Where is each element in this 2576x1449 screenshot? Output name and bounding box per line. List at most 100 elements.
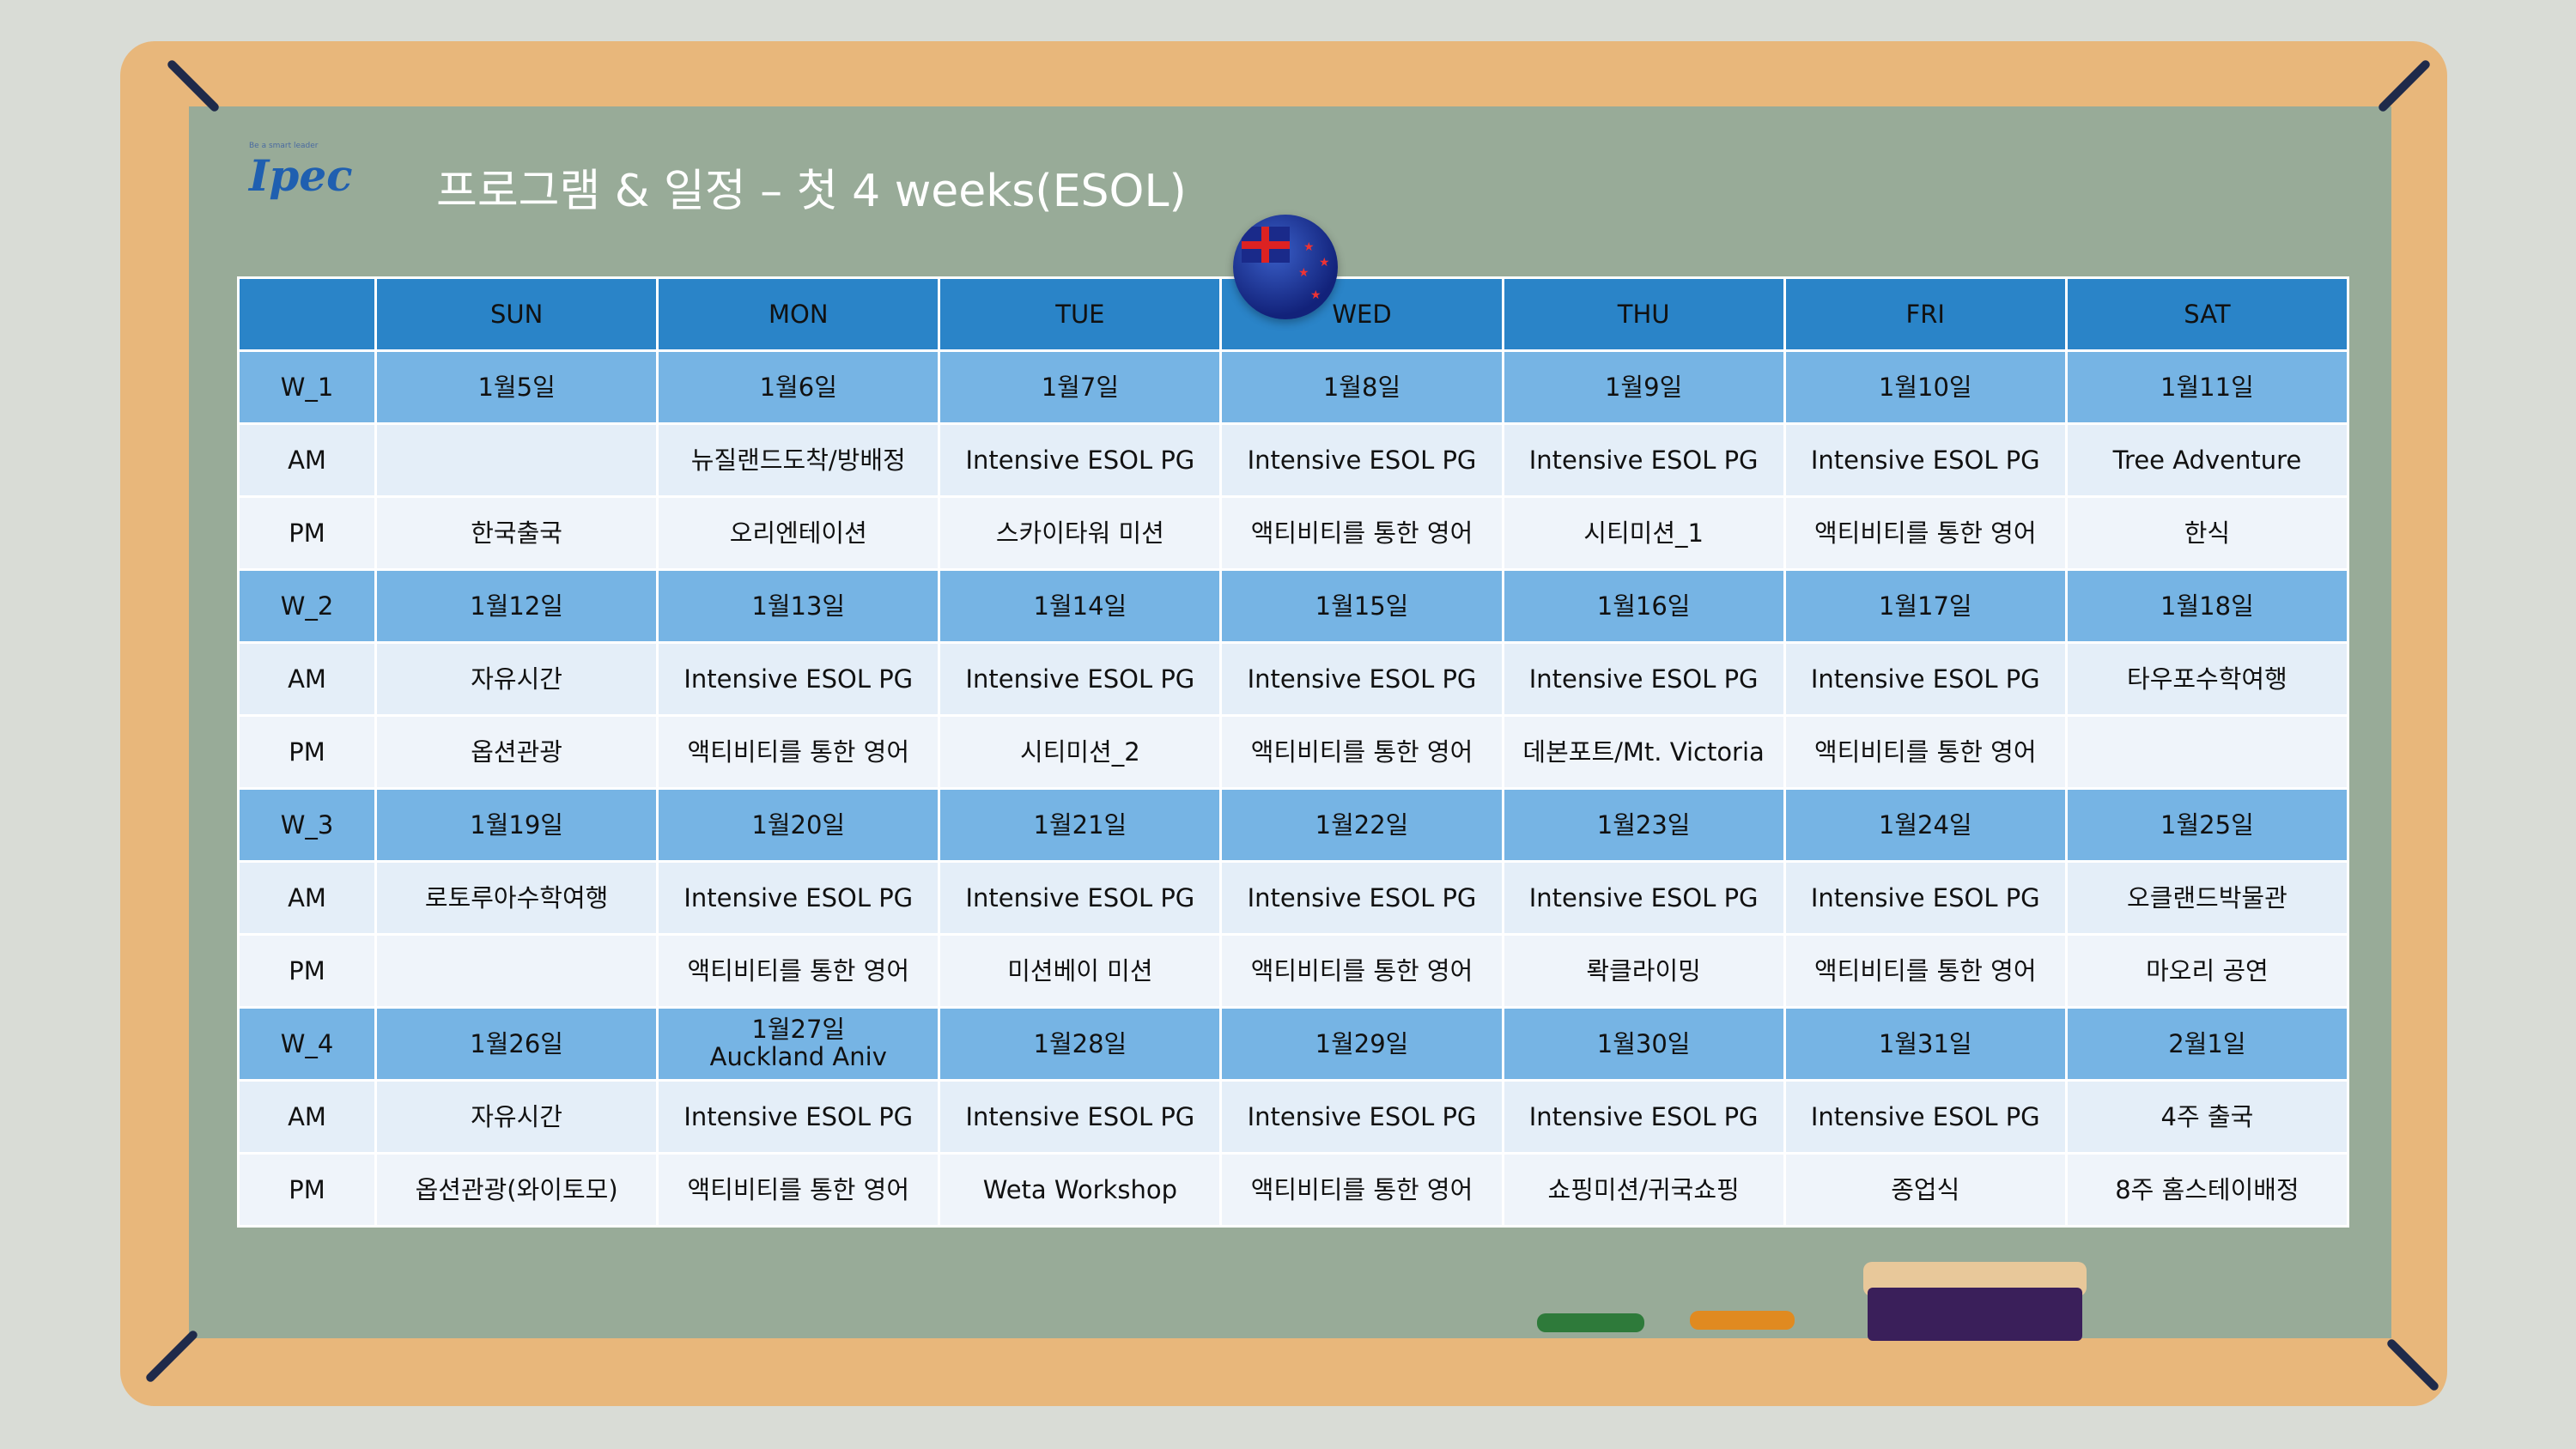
date-cell: 1월29일 [1219,1006,1504,1082]
date-cell: 1월17일 [1783,568,2068,644]
activity-cell: 뉴질랜드도착/방배정 [656,422,941,498]
activity-cell: Intensive ESOL PG [1501,422,1786,498]
activity-cell: Intensive ESOL PG [938,422,1223,498]
activity-cell: 4주 출국 [2064,1079,2350,1155]
am-row: AM 자유시간 Intensive ESOL PG Intensive ESOL PG… [236,641,2350,717]
am-label: AM [236,422,378,498]
header-cell: THU [1501,276,1786,352]
activity-cell: 로토루아수학여행 [374,860,659,936]
logo-tagline: Be a smart leader [249,142,319,150]
date-cell: 1월16일 [1501,568,1786,644]
activity-cell: 액티비티를 통한 영어 [1219,714,1504,790]
page-title: 프로그램 & 일정 – 첫 4 weeks(ESOL) [436,166,1187,217]
date-cell: 1월11일 [2064,349,2350,425]
pm-label: PM [236,495,378,571]
activity-cell: Intensive ESOL PG [656,641,941,717]
am-label: AM [236,1079,378,1155]
header-row: SUN MON TUE WED THU FRI SAT [236,276,2350,352]
pm-row: PM 옵션관광 액티비티를 통한 영어 시티미션_2 액티비티를 통한 영어 데본포트/M… [236,714,2350,790]
header-cell: TUE [938,276,1223,352]
activity-cell: Intensive ESOL PG [1783,641,2068,717]
pm-row: PM 한국출국 오리엔테이션 스카이타워 미션 액티비티를 통한 영어 시티미션_1 액티비… [236,495,2350,571]
schedule-table: SUN MON TUE WED THU FRI SAT W_1 1월5일 1월6일 1월7일 1월8일… [236,276,2350,1228]
logo-name: Ipec [249,150,353,201]
activity-cell: Intensive ESOL PG [1501,1079,1786,1155]
date-cell: 2월1일 [2064,1006,2350,1082]
am-row: AM 뉴질랜드도착/방배정 Intensive ESOL PG Intensive E… [236,422,2350,498]
activity-cell: 롹클라이밍 [1501,933,1786,1009]
am-row: AM 자유시간 Intensive ESOL PG Intensive ESOL PG… [236,1079,2350,1155]
activity-cell: Intensive ESOL PG [1219,1079,1504,1155]
activity-cell: 미션베이 미션 [938,933,1223,1009]
am-row: AM 로토루아수학여행 Intensive ESOL PG Intensive ESO… [236,860,2350,936]
activity-cell: Intensive ESOL PG [1501,641,1786,717]
pm-label: PM [236,1152,378,1228]
activity-cell: 액티비티를 통한 영어 [1783,933,2068,1009]
week-label: W_4 [236,1006,378,1082]
date-cell: 1월14일 [938,568,1223,644]
week-row: W_1 1월5일 1월6일 1월7일 1월8일 1월9일 1월10일 1월11일 [236,349,2350,425]
date-cell: 1월18일 [2064,568,2350,644]
activity-cell: 액티비티를 통한 영어 [1219,495,1504,571]
activity-cell: Intensive ESOL PG [656,860,941,936]
date-cell: 1월24일 [1783,787,2068,863]
date-cell: 1월13일 [656,568,941,644]
activity-cell: 종업식 [1783,1152,2068,1228]
week-label: W_2 [236,568,378,644]
activity-cell [2064,714,2350,790]
activity-cell: 스카이타워 미션 [938,495,1223,571]
week-label: W_3 [236,787,378,863]
date-cell: 1월27일 Auckland Aniv [656,1006,941,1082]
date-cell: 1월12일 [374,568,659,644]
date-cell: 1월7일 [938,349,1223,425]
eraser [1863,1262,2087,1343]
activity-cell: 액티비티를 통한 영어 [656,714,941,790]
pm-row: PM 옵션관광(와이토모) 액티비티를 통한 영어 Weta Workshop 액티비티… [236,1152,2350,1228]
activity-cell: 오클랜드박물관 [2064,860,2350,936]
date-cell: 1월8일 [1219,349,1504,425]
activity-cell: 타우포수학여행 [2064,641,2350,717]
activity-cell: 액티비티를 통한 영어 [1219,933,1504,1009]
activity-cell: Intensive ESOL PG [656,1079,941,1155]
week-label: W_1 [236,349,378,425]
activity-cell: Intensive ESOL PG [938,1079,1223,1155]
activity-cell: 액티비티를 통한 영어 [1783,714,2068,790]
am-label: AM [236,641,378,717]
activity-cell: 오리엔테이션 [656,495,941,571]
new-zealand-flag-icon: ★ ★ ★ ★ [1233,215,1338,319]
date-cell: 1월22일 [1219,787,1504,863]
pm-label: PM [236,933,378,1009]
date-cell: 1월15일 [1219,568,1504,644]
header-cell: SAT [2064,276,2350,352]
pm-label: PM [236,714,378,790]
activity-cell: Intensive ESOL PG [1783,1079,2068,1155]
date-cell: 1월9일 [1501,349,1786,425]
activity-cell: 액티비티를 통한 영어 [656,933,941,1009]
header-cell: SUN [374,276,659,352]
date-cell: 1월26일 [374,1006,659,1082]
activity-cell: Intensive ESOL PG [1219,860,1504,936]
orange-chalk [1690,1311,1795,1330]
activity-cell [374,933,659,1009]
date-cell: 1월23일 [1501,787,1786,863]
week-row: W_4 1월26일 1월27일 Auckland Aniv 1월28일 1월29일 1월3… [236,1006,2350,1082]
activity-cell: 액티비티를 통한 영어 [656,1152,941,1228]
header-cell: FRI [1783,276,2068,352]
activity-cell: 한국출국 [374,495,659,571]
activity-cell [374,422,659,498]
date-cell: 1월6일 [656,349,941,425]
activity-cell: 옵션관광 [374,714,659,790]
activity-cell: Intensive ESOL PG [1783,860,2068,936]
activity-cell: Intensive ESOL PG [1783,422,2068,498]
week-row: W_2 1월12일 1월13일 1월14일 1월15일 1월16일 1월17일 1월18일 [236,568,2350,644]
activity-cell: 옵션관광(와이토모) [374,1152,659,1228]
date-cell: 1월30일 [1501,1006,1786,1082]
date-cell: 1월21일 [938,787,1223,863]
activity-cell: Intensive ESOL PG [1501,860,1786,936]
activity-cell: 8주 홈스테이배정 [2064,1152,2350,1228]
activity-cell: Intensive ESOL PG [938,641,1223,717]
date-cell: 1월28일 [938,1006,1223,1082]
activity-cell: Tree Adventure [2064,422,2350,498]
date-cell: 1월19일 [374,787,659,863]
activity-cell: 마오리 공연 [2064,933,2350,1009]
